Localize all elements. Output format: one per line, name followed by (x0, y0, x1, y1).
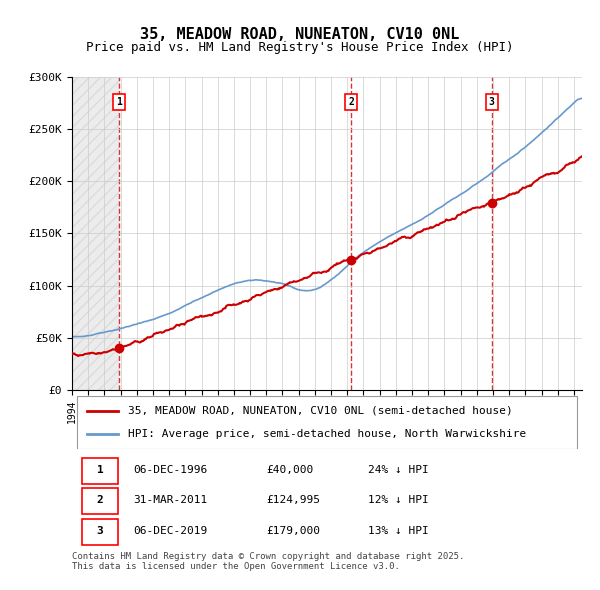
FancyBboxPatch shape (82, 519, 118, 545)
Text: £124,995: £124,995 (266, 496, 320, 505)
Text: 06-DEC-1996: 06-DEC-1996 (133, 465, 208, 475)
Bar (72, 77, 119, 390)
Text: 1: 1 (97, 465, 103, 475)
Text: 2: 2 (349, 97, 354, 107)
Text: 3: 3 (97, 526, 103, 536)
Text: 2: 2 (97, 496, 103, 505)
Text: HPI: Average price, semi-detached house, North Warwickshire: HPI: Average price, semi-detached house,… (128, 429, 526, 439)
Text: Contains HM Land Registry data © Crown copyright and database right 2025.
This d: Contains HM Land Registry data © Crown c… (72, 552, 464, 572)
Text: 1: 1 (116, 97, 122, 107)
Text: 12% ↓ HPI: 12% ↓ HPI (368, 496, 428, 505)
Text: £179,000: £179,000 (266, 526, 320, 536)
Text: 31-MAR-2011: 31-MAR-2011 (133, 496, 208, 505)
Text: £40,000: £40,000 (266, 465, 313, 475)
Text: 13% ↓ HPI: 13% ↓ HPI (368, 526, 428, 536)
Text: 06-DEC-2019: 06-DEC-2019 (133, 526, 208, 536)
FancyBboxPatch shape (77, 396, 577, 448)
Text: 24% ↓ HPI: 24% ↓ HPI (368, 465, 428, 475)
FancyBboxPatch shape (82, 458, 118, 484)
Text: 35, MEADOW ROAD, NUNEATON, CV10 0NL (semi-detached house): 35, MEADOW ROAD, NUNEATON, CV10 0NL (sem… (128, 406, 513, 416)
Text: 3: 3 (489, 97, 494, 107)
Text: Price paid vs. HM Land Registry's House Price Index (HPI): Price paid vs. HM Land Registry's House … (86, 41, 514, 54)
FancyBboxPatch shape (82, 489, 118, 514)
Text: 35, MEADOW ROAD, NUNEATON, CV10 0NL: 35, MEADOW ROAD, NUNEATON, CV10 0NL (140, 27, 460, 41)
